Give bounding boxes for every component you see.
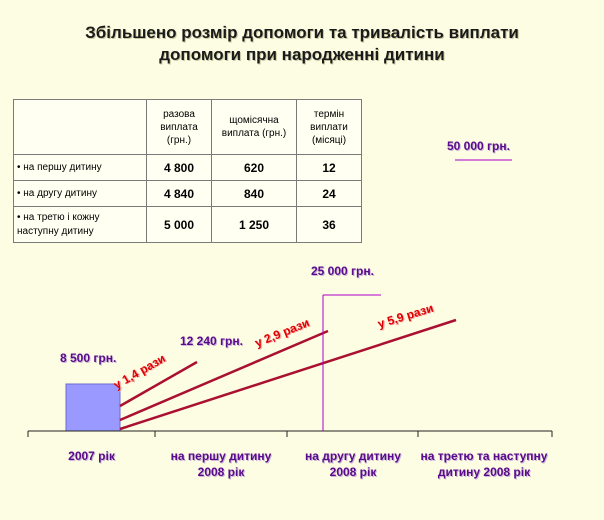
cell-months: 12 <box>296 154 362 181</box>
cell-monthly: 1 250 <box>211 206 297 243</box>
row-label: • на другу дитину <box>13 180 147 207</box>
axis-label-first-child: на першу дитину 2008 рік <box>170 449 272 479</box>
cell-one-time: 4 840 <box>146 180 212 207</box>
cell-months: 24 <box>296 180 362 207</box>
growth-line-third <box>119 318 457 431</box>
axis-label-2007: 2007 рік <box>68 449 115 463</box>
axis-label-third-child: на третю та наступну дитину 2008 рік <box>420 449 548 479</box>
benefit-table: разова виплата (грн.) щомісячна виплата … <box>13 99 362 243</box>
title-line-1: Збільшено розмір допомоги та тривалість … <box>85 23 519 42</box>
growth-line-second <box>119 329 329 422</box>
table-header-row: разова виплата (грн.) щомісячна виплата … <box>13 99 362 155</box>
row-label: • на третю і кожну наступну дитину <box>13 206 147 243</box>
cell-months: 36 <box>296 206 362 243</box>
row-label: • на першу дитину <box>13 154 147 181</box>
growth-line-first <box>119 360 198 408</box>
table-row: • на другу дитину 4 840 840 24 <box>13 180 362 207</box>
cell-one-time: 5 000 <box>146 206 212 243</box>
value-label-third: 50 000 грн. <box>447 139 510 153</box>
axis-label-second-child: на другу дитину 2008 рік <box>305 449 401 479</box>
value-label-second: 25 000 грн. <box>311 264 374 278</box>
value-label-base: 8 500 грн. <box>60 351 117 365</box>
title-line-2: допомоги при народженні дитини <box>159 45 445 64</box>
table-corner-cell <box>13 99 147 155</box>
table-row: • на третю і кожну наступну дитину 5 000… <box>13 206 362 243</box>
page-title: Збільшено розмір допомоги та тривалість … <box>0 22 604 66</box>
cell-one-time: 4 800 <box>146 154 212 181</box>
value-label-first: 12 240 грн. <box>180 334 243 348</box>
base-bar <box>65 383 121 432</box>
